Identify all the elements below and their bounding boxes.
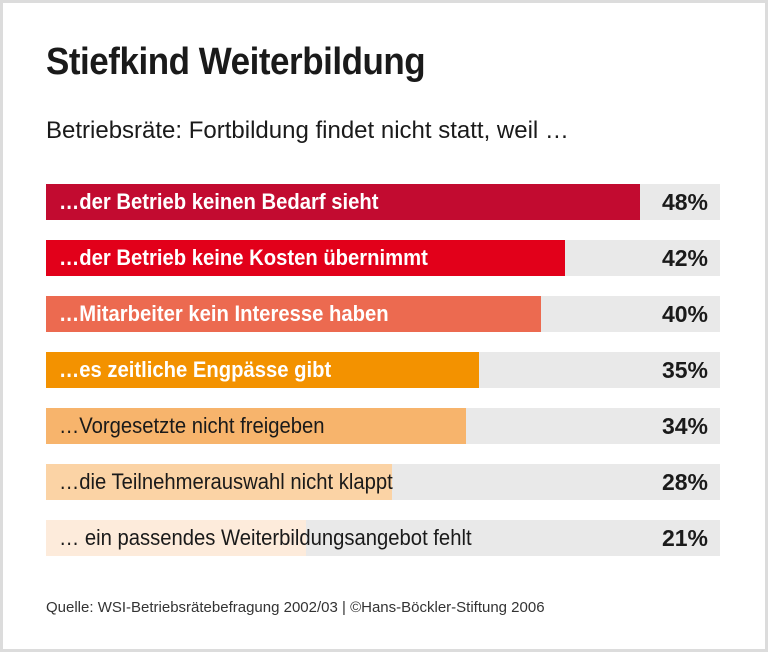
value-label: 48%	[661, 189, 708, 215]
bar-row: …Mitarbeiter kein Interesse haben 40%	[46, 296, 720, 332]
bar-label: …es zeitliche Engpässe gibt	[59, 357, 332, 382]
bar	[46, 352, 479, 388]
value-label: 35%	[661, 357, 708, 383]
bar-row: …Vorgesetzte nicht freigeben 34%	[46, 408, 720, 444]
bar	[46, 408, 467, 444]
bar-row: …der Betrieb keinen Bedarf sieht 48%	[46, 184, 720, 220]
value-label: 21%	[661, 525, 708, 551]
chart-subtitle: Betriebsräte: Fortbildung findet nicht s…	[46, 117, 569, 144]
bar-label: …der Betrieb keinen Bedarf sieht	[59, 189, 379, 214]
value-label: 34%	[661, 413, 708, 439]
bar	[46, 296, 541, 332]
chart-title: Stiefkind Weiterbildung	[46, 41, 426, 83]
bar-label: …Mitarbeiter kein Interesse haben	[59, 301, 389, 326]
bar-label: …die Teilnehmerauswahl nicht klappt	[59, 469, 393, 494]
bar	[46, 184, 640, 220]
bar-label: … ein passendes Weiterbildungsangebot fe…	[59, 525, 472, 550]
bar-label: …der Betrieb keine Kosten übernimmt	[59, 245, 428, 270]
bar-row: …der Betrieb keine Kosten übernimmt 42%	[46, 240, 720, 276]
value-label: 42%	[661, 245, 708, 271]
bar	[46, 464, 393, 500]
bar-label: …Vorgesetzte nicht freigeben	[59, 413, 325, 438]
bar-row: …die Teilnehmerauswahl nicht klappt 28%	[46, 464, 720, 500]
value-label: 28%	[661, 469, 708, 495]
source-note: Quelle: WSI-Betriebsrätebefragung 2002/0…	[46, 599, 545, 616]
bar	[46, 520, 306, 556]
value-label: 40%	[661, 301, 708, 327]
bar-row: …es zeitliche Engpässe gibt 35%	[46, 352, 720, 388]
bar-row: … ein passendes Weiterbildungsangebot fe…	[46, 520, 720, 556]
bar	[46, 240, 566, 276]
